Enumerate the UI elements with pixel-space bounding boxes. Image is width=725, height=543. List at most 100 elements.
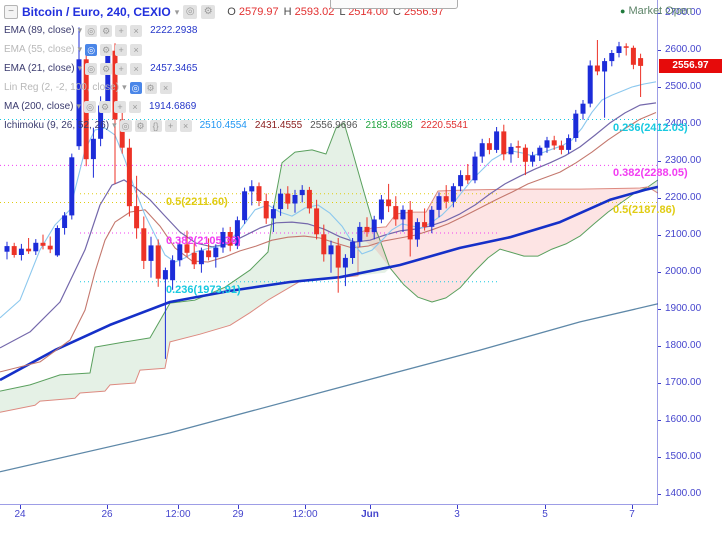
candle-body (530, 155, 536, 162)
candle-body (393, 206, 399, 220)
indicator-value: 2183.6898 (365, 120, 413, 131)
chevron-down-icon[interactable]: ▾ (77, 63, 83, 73)
price-tick-mark (658, 50, 661, 51)
candle-body (105, 50, 111, 106)
candle-body (198, 250, 204, 265)
chevron-down-icon[interactable]: ▾ (77, 25, 83, 35)
eye-icon[interactable]: ◎ (85, 43, 98, 56)
close-icon[interactable]: × (130, 62, 143, 75)
plus-icon[interactable]: + (115, 62, 128, 75)
candle-body (429, 209, 435, 227)
time-tick-mark (370, 505, 371, 509)
candle-body (213, 247, 219, 258)
last-price-badge: 2556.97 (659, 59, 722, 73)
plus-icon[interactable]: + (114, 100, 127, 113)
indicator-label[interactable]: EMA (89, close) (4, 25, 75, 36)
indicator-label[interactable]: MA (200, close) (4, 101, 74, 112)
candle-body (407, 209, 413, 240)
time-tick-mark (632, 505, 633, 509)
candle-body (422, 222, 428, 227)
eye-icon[interactable]: ◎ (119, 119, 132, 132)
time-tick-mark (178, 505, 179, 509)
gear-icon[interactable]: ⚙ (100, 62, 113, 75)
candle-body (90, 138, 96, 160)
price-tick-mark (658, 198, 661, 199)
indicator-label[interactable]: EMA (55, close) (4, 44, 75, 55)
candles-layer (4, 27, 644, 359)
candle-body (501, 131, 507, 155)
indicator-row: Lin Reg (2, -2, 100, close) ▾ ◎ ⚙ × (4, 78, 468, 97)
price-axis[interactable]: 2556.97 2700.00 2600.00 2500.00 2400.00 2300… (658, 0, 725, 505)
candle-body (378, 199, 384, 220)
candle-body (76, 59, 82, 147)
price-tick-mark (658, 420, 661, 421)
candle-body (177, 244, 183, 261)
indicator-label[interactable]: Ichimoku (9, 26, 52, 26) (4, 120, 110, 131)
gear-icon[interactable]: ⚙ (100, 43, 113, 56)
candle-body (587, 65, 593, 104)
eye-icon[interactable]: ◎ (84, 100, 97, 113)
price-tick-mark (658, 235, 661, 236)
close-icon[interactable]: × (179, 119, 192, 132)
indicator-value: 2222.2938 (150, 25, 198, 36)
time-tick-label: 29 (232, 509, 244, 520)
candle-body (638, 58, 644, 66)
indicator-row: MA (200, close) ▾ ◎ ⚙ + × 1914.6869 (4, 97, 468, 116)
chevron-down-icon[interactable]: ▾ (122, 82, 127, 92)
price-tick-label: 2700.00 (665, 7, 702, 18)
gear-icon[interactable]: ⚙ (144, 81, 157, 94)
time-tick-mark (20, 505, 21, 509)
candle-body (54, 228, 60, 256)
candle-body (33, 242, 39, 252)
price-tick-label: 2100.00 (665, 229, 702, 240)
eye-icon[interactable]: ◎ (85, 62, 98, 75)
candle-body (580, 103, 586, 114)
time-tick-mark (238, 505, 239, 509)
chevron-down-icon[interactable]: ▾ (174, 6, 180, 17)
candle-body (112, 50, 118, 120)
chevron-down-icon[interactable]: ▾ (77, 44, 83, 54)
candle-body (184, 244, 190, 253)
close-icon[interactable]: × (159, 81, 172, 94)
candle-body (227, 232, 233, 246)
indicator-value: 2220.5541 (420, 120, 468, 131)
time-tick-label: 26 (101, 509, 113, 520)
candle-body (321, 234, 327, 255)
eye-icon[interactable]: ◎ (183, 5, 198, 19)
indicator-row: EMA (89, close) ▾ ◎ ⚙ + × 2222.2938 (4, 21, 468, 40)
chevron-down-icon[interactable]: ▾ (76, 101, 82, 111)
plus-icon[interactable]: + (115, 24, 128, 37)
price-tick-mark (658, 494, 661, 495)
ichimoku-cloud-red (358, 186, 648, 302)
plus-icon[interactable]: + (115, 43, 128, 56)
symbol-title[interactable]: Bitcoin / Euro, 240, CEXIO (22, 5, 171, 19)
indicator-value: 2556.9696 (310, 120, 358, 131)
price-tick-label: 1900.00 (665, 303, 702, 314)
exit-fullscreen-button[interactable]: Exit Full Screen (Esc) (330, 0, 458, 9)
legend-collapse-icon[interactable]: − (4, 5, 18, 19)
candle-body (450, 186, 456, 202)
indicator-label[interactable]: Lin Reg (2, -2, 100, close) (4, 82, 120, 93)
gear-icon[interactable]: ⚙ (201, 5, 216, 19)
candle-body (98, 105, 104, 139)
close-icon[interactable]: × (129, 100, 142, 113)
gear-icon[interactable]: ⚙ (100, 24, 113, 37)
eye-icon[interactable]: ◎ (85, 24, 98, 37)
price-tick-mark (658, 161, 661, 162)
time-tick-label: Jun (361, 509, 379, 520)
ema-89-line (0, 185, 659, 382)
time-axis[interactable]: 24 26 12:00 29 12:00 Jun 3 5 7 (0, 505, 725, 543)
price-tick-label: 2200.00 (665, 192, 702, 203)
eye-icon[interactable]: ◎ (129, 81, 142, 94)
gear-icon[interactable]: ⚙ (134, 119, 147, 132)
indicator-label[interactable]: EMA (21, close) (4, 63, 75, 74)
price-tick-mark (658, 383, 661, 384)
gear-icon[interactable]: ⚙ (99, 100, 112, 113)
braces-icon[interactable]: {} (149, 119, 162, 132)
chevron-down-icon[interactable]: ▾ (112, 120, 117, 130)
candle-body (242, 191, 248, 221)
close-icon[interactable]: × (130, 43, 143, 56)
plus-icon[interactable]: + (164, 119, 177, 132)
close-icon[interactable]: × (130, 24, 143, 37)
